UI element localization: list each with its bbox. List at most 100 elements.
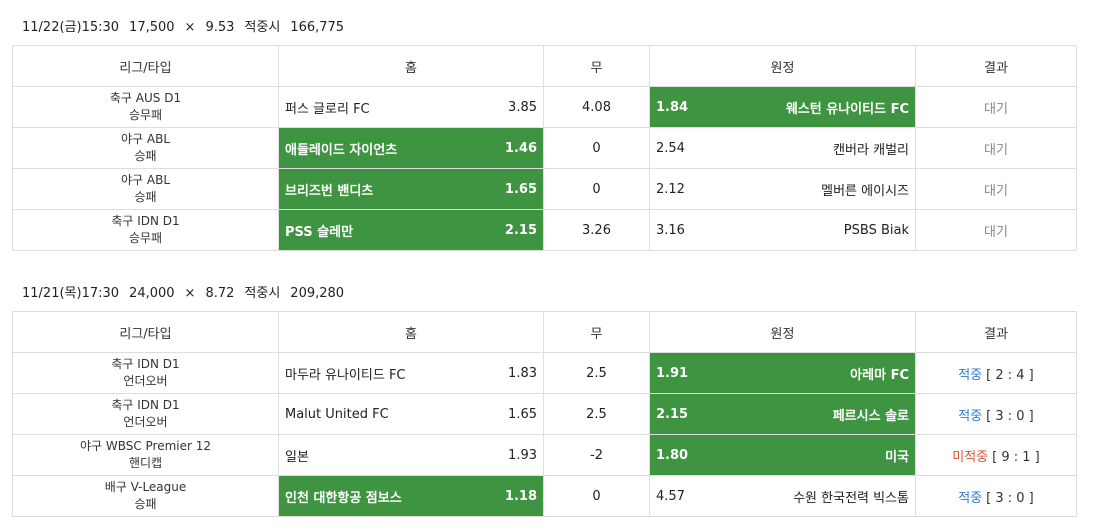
home-pick[interactable]: 인천 대한항공 점보스 1.18	[279, 476, 543, 516]
away-odds: 1.84	[656, 99, 689, 115]
away-cell[interactable]: 1.91 아레마 FC	[649, 352, 916, 394]
away-cell[interactable]: 1.84 웨스턴 유나이티드 FC	[649, 86, 916, 128]
draw-odds[interactable]: 4.08	[543, 86, 650, 128]
draw-odds[interactable]: 2.5	[543, 393, 650, 435]
result-cell: 대기	[915, 86, 1077, 128]
home-odds: 2.15	[504, 222, 537, 238]
home-cell[interactable]: 인천 대한항공 점보스 1.18	[278, 475, 544, 517]
bet-type: 승무패	[128, 231, 163, 245]
bet-type: 승패	[134, 149, 157, 163]
table-row: 야구 ABL 승패 브리즈번 밴디츠 1.65 0 2.12 멜버른 에이시즈 대기	[12, 168, 1077, 210]
home-pick[interactable]: 일본 1.93	[279, 435, 543, 475]
final-score: [ 9 : 1 ]	[992, 449, 1040, 465]
league-name: 야구 WBSC Premier 12	[79, 439, 212, 453]
draw-odds[interactable]: -2	[543, 434, 650, 476]
away-team: 페르시스 솔로	[832, 408, 909, 424]
home-team: 마두라 유나이티드 FC	[285, 367, 406, 383]
draw-odds[interactable]: 2.5	[543, 352, 650, 394]
league-cell: 야구 ABL 승패	[12, 127, 279, 169]
home-cell[interactable]: 애들레이드 자이언츠 1.46	[278, 127, 544, 169]
table-row: 야구 ABL 승패 애들레이드 자이언츠 1.46 0 2.54 캔버라 캐벌리 대기	[12, 127, 1077, 169]
table-row: 축구 AUS D1 승무패 퍼스 글로리 FC 3.85 4.08 1.84 웨스턴 유나이…	[12, 86, 1077, 128]
home-pick[interactable]: 퍼스 글로리 FC 3.85	[279, 87, 543, 127]
league-name: 야구 ABL	[120, 132, 171, 146]
col-draw-header: 무	[543, 45, 650, 87]
home-team: 브리즈번 밴디츠	[285, 183, 374, 199]
home-cell[interactable]: Malut United FC 1.65	[278, 393, 544, 435]
result-status: 적중	[958, 408, 983, 424]
col-result-header: 결과	[915, 311, 1077, 353]
draw-odds[interactable]: 0	[543, 127, 650, 169]
col-away-header: 원정	[649, 45, 916, 87]
home-pick[interactable]: 브리즈번 밴디츠 1.65	[279, 169, 543, 209]
draw-odds[interactable]: 0	[543, 475, 650, 517]
table-row: 배구 V-League 승패 인천 대한항공 점보스 1.18 0 4.57 수원 한국전력…	[12, 475, 1077, 517]
away-odds: 1.80	[656, 447, 689, 463]
away-pick[interactable]: 2.54 캔버라 캐벌리	[650, 128, 915, 168]
away-pick[interactable]: 1.84 웨스턴 유나이티드 FC	[650, 87, 915, 127]
home-odds: 1.65	[508, 406, 537, 422]
home-cell[interactable]: 브리즈번 밴디츠 1.65	[278, 168, 544, 210]
home-cell[interactable]: PSS 슬레만 2.15	[278, 209, 544, 251]
home-pick[interactable]: 마두라 유나이티드 FC 1.83	[279, 353, 543, 393]
home-odds: 3.85	[508, 99, 537, 115]
table-row: 축구 IDN D1 승무패 PSS 슬레만 2.15 3.26 3.16 PSBS Biak…	[12, 209, 1077, 251]
league-cell: 축구 AUS D1 승무패	[12, 86, 279, 128]
col-away-header: 원정	[649, 311, 916, 353]
away-cell[interactable]: 3.16 PSBS Biak	[649, 209, 916, 251]
away-cell[interactable]: 2.12 멜버른 에이시즈	[649, 168, 916, 210]
home-odds: 1.46	[504, 140, 537, 156]
col-league-header: 리그/타입	[12, 311, 279, 353]
away-cell[interactable]: 4.57 수원 한국전력 빅스톰	[649, 475, 916, 517]
payout-label: 적중시	[244, 20, 281, 35]
league-name: 축구 IDN D1	[111, 214, 180, 228]
home-odds: 1.65	[504, 181, 537, 197]
away-pick[interactable]: 1.91 아레마 FC	[650, 353, 915, 393]
bet-amount: 24,000	[129, 286, 175, 301]
away-cell[interactable]: 2.15 페르시스 솔로	[649, 393, 916, 435]
away-pick[interactable]: 4.57 수원 한국전력 빅스톰	[650, 476, 915, 516]
multiply-sign: ×	[184, 20, 196, 35]
payout-amount: 166,775	[290, 20, 345, 35]
league-cell: 축구 IDN D1 언더오버	[12, 393, 279, 435]
away-pick[interactable]: 2.15 페르시스 솔로	[650, 394, 915, 434]
result-status: 적중	[958, 367, 983, 383]
result-status: 대기	[984, 183, 1008, 199]
away-team: 캔버라 캐벌리	[833, 142, 909, 158]
bet-table: 리그/타입 홈 무 원정 결과 축구 IDN D1 언더오버 마두라 유나이티드 FC 1.83…	[12, 311, 1077, 517]
bet-summary: 11/22(금)15:30 17,500 × 9.53 적중시 166,775	[22, 16, 354, 35]
away-pick[interactable]: 1.80 미국	[650, 435, 915, 475]
league-cell: 야구 WBSC Premier 12 핸디캡	[12, 434, 279, 476]
bet-date: 11/22(금)15:30	[22, 20, 120, 35]
away-team: PSBS Biak	[843, 222, 909, 238]
col-home-header: 홈	[278, 45, 544, 87]
away-cell[interactable]: 1.80 미국	[649, 434, 916, 476]
home-pick[interactable]: Malut United FC 1.65	[279, 394, 543, 434]
draw-odds[interactable]: 3.26	[543, 209, 650, 251]
away-cell[interactable]: 2.54 캔버라 캐벌리	[649, 127, 916, 169]
bet-summary: 11/21(목)17:30 24,000 × 8.72 적중시 209,280	[22, 282, 354, 301]
total-odds: 8.72	[205, 286, 235, 301]
table-row: 야구 WBSC Premier 12 핸디캡 일본 1.93 -2 1.80 미국 미적중[ …	[12, 434, 1077, 476]
away-team: 수원 한국전력 빅스톰	[793, 490, 909, 506]
away-team: 멜버른 에이시즈	[821, 183, 909, 199]
result-cell: 적중[ 3 : 0 ]	[915, 475, 1077, 517]
league-cell: 야구 ABL 승패	[12, 168, 279, 210]
home-pick[interactable]: PSS 슬레만 2.15	[279, 210, 543, 250]
away-pick[interactable]: 3.16 PSBS Biak	[650, 210, 915, 250]
home-team: 퍼스 글로리 FC	[285, 101, 370, 117]
home-cell[interactable]: 퍼스 글로리 FC 3.85	[278, 86, 544, 128]
home-cell[interactable]: 마두라 유나이티드 FC 1.83	[278, 352, 544, 394]
home-cell[interactable]: 일본 1.93	[278, 434, 544, 476]
result-status: 대기	[984, 101, 1008, 117]
bet-date: 11/21(목)17:30	[22, 286, 120, 301]
home-team: 인천 대한항공 점보스	[285, 490, 402, 506]
draw-odds[interactable]: 0	[543, 168, 650, 210]
bet-type: 승무패	[128, 108, 163, 122]
home-team: 일본	[285, 449, 309, 465]
final-score: [ 3 : 0 ]	[986, 408, 1034, 424]
result-status: 미적중	[952, 449, 989, 465]
away-pick[interactable]: 2.12 멜버른 에이시즈	[650, 169, 915, 209]
col-result-header: 결과	[915, 45, 1077, 87]
home-pick[interactable]: 애들레이드 자이언츠 1.46	[279, 128, 543, 168]
